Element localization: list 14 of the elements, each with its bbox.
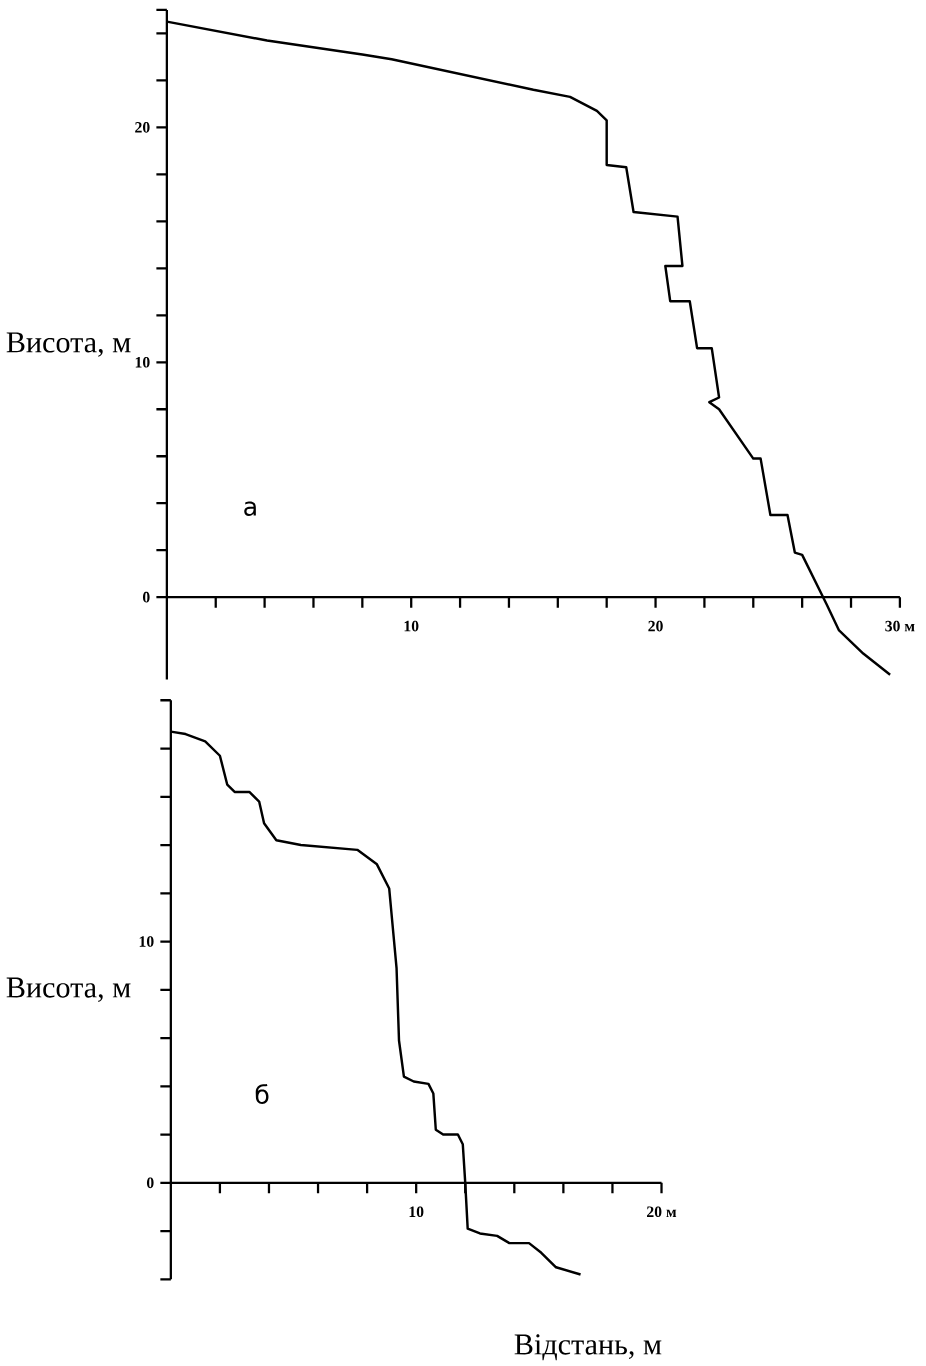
x-tick-label: 30 м (885, 620, 915, 632)
annotation: а (244, 501, 256, 516)
y-tick-label: 10 (139, 936, 154, 947)
x-axis-title: Відстань, м (514, 1334, 662, 1361)
x-tick-label: 10 (404, 620, 419, 632)
y-axis-title: Висота, м (6, 332, 131, 357)
x-tick-label: 20 м (647, 1206, 677, 1218)
y-tick-label: 0 (143, 591, 150, 603)
x-tick-label: 20 (648, 620, 663, 632)
y-axis-title: Висота, м (6, 977, 131, 1002)
y-tick-label: 10 (135, 356, 150, 368)
annotation: б (255, 1084, 269, 1104)
y-tick-label: 20 (135, 122, 150, 133)
y-tick-label: 0 (147, 1177, 154, 1189)
